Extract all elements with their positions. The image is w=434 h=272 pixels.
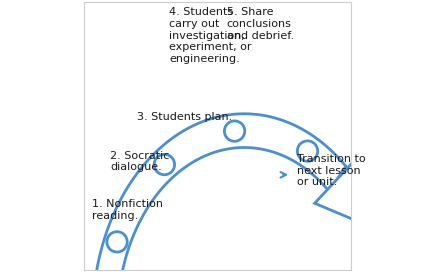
Polygon shape — [92, 114, 345, 272]
Circle shape — [297, 141, 317, 161]
Polygon shape — [314, 154, 380, 231]
Circle shape — [224, 121, 244, 141]
Text: 1. Nonfiction
reading.: 1. Nonfiction reading. — [92, 199, 162, 221]
Circle shape — [154, 154, 174, 175]
Text: 4. Students
carry out
investigation,
experiment, or
engineering.: 4. Students carry out investigation, exp… — [169, 7, 251, 64]
Text: Transition to
next lesson
or unit.: Transition to next lesson or unit. — [296, 154, 364, 187]
Text: 2. Socratic
dialogue.: 2. Socratic dialogue. — [110, 151, 169, 172]
Text: 3. Students plan.: 3. Students plan. — [137, 112, 232, 122]
Text: 5. Share
conclusions
and debrief.: 5. Share conclusions and debrief. — [227, 7, 293, 41]
Circle shape — [107, 232, 127, 252]
